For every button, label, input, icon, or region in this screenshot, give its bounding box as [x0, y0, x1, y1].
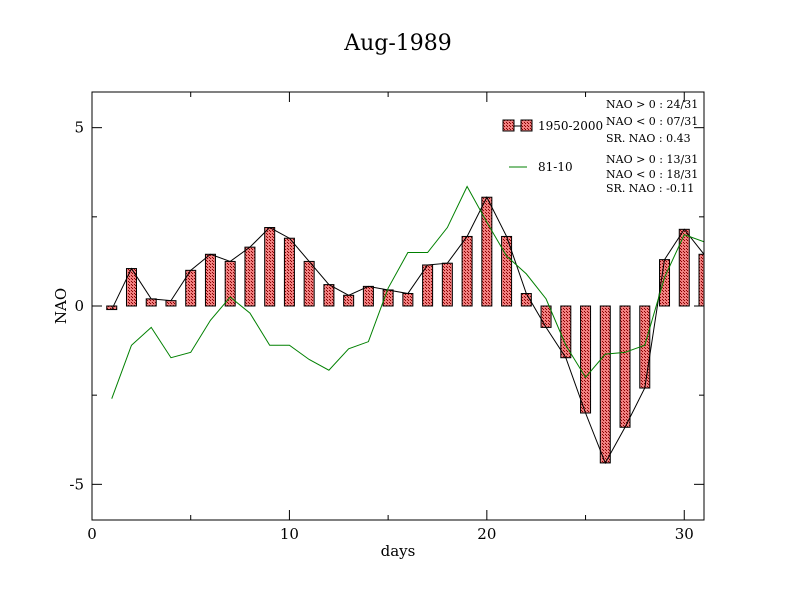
bar-day-19: [461, 235, 473, 307]
x-axis-label: days: [381, 542, 416, 560]
line-1950-2000: [111, 196, 704, 465]
y-axis-label: NAO: [52, 288, 70, 324]
bar-day-17: [422, 264, 434, 307]
x-tick-label: 30: [675, 525, 694, 543]
legend: 1950-2000 81-10 NAO > 0 : 24/31 NAO < 0 …: [502, 98, 698, 195]
bar-day-3: [145, 298, 157, 307]
bar-day-12: [323, 284, 335, 307]
bar-day-13: [343, 294, 355, 307]
stats-81-10-sr: SR. NAO : -0.11: [606, 182, 694, 195]
legend-label-81-10: 81-10: [538, 160, 573, 174]
bar-day-6: [204, 253, 216, 307]
line-81-10: [111, 185, 704, 399]
bar-day-20: [481, 196, 493, 307]
y-tick-label: -5: [69, 475, 84, 493]
plot-area: [106, 185, 704, 465]
bar-day-18: [441, 262, 453, 307]
bar-day-23: [540, 305, 552, 328]
x-tick-label: 10: [280, 525, 299, 543]
bar-day-31: [698, 253, 704, 307]
y-tick-label: 5: [74, 119, 84, 137]
bar-day-27: [619, 305, 631, 428]
bar-day-30: [678, 228, 690, 307]
chart-title: Aug-1989: [343, 31, 452, 56]
bar-day-8: [244, 246, 256, 307]
bar-day-9: [264, 227, 276, 307]
axis-ticks: 0 10 20 30 -5 0 5: [69, 92, 704, 543]
bar-day-4: [165, 300, 177, 307]
x-tick-label: 0: [87, 525, 97, 543]
legend-label-1950-2000: 1950-2000: [538, 119, 603, 133]
x-tick-label: 20: [477, 525, 496, 543]
stats-1950-2000-sr: SR. NAO : 0.43: [606, 132, 691, 145]
stats-81-10-negative: NAO < 0 : 18/31: [606, 168, 698, 181]
bar-day-14: [362, 285, 374, 307]
stats-1950-2000-negative: NAO < 0 : 07/31: [606, 115, 698, 128]
bar-day-16: [402, 293, 414, 307]
bar-day-24: [560, 305, 572, 359]
stats-81-10-positive: NAO > 0 : 13/31: [606, 153, 698, 166]
bar-day-26: [599, 305, 611, 464]
line-series-group: [111, 185, 704, 465]
bar-day-25: [580, 305, 592, 414]
bar-day-11: [303, 260, 315, 307]
legend-swatch-1950-2000-left: [502, 119, 515, 132]
bar-series-1950-2000: [106, 196, 704, 464]
bar-day-10: [283, 237, 295, 307]
stats-1950-2000-positive: NAO > 0 : 24/31: [606, 98, 698, 111]
legend-swatch-1950-2000-right: [520, 119, 533, 132]
y-tick-label: 0: [74, 297, 84, 315]
